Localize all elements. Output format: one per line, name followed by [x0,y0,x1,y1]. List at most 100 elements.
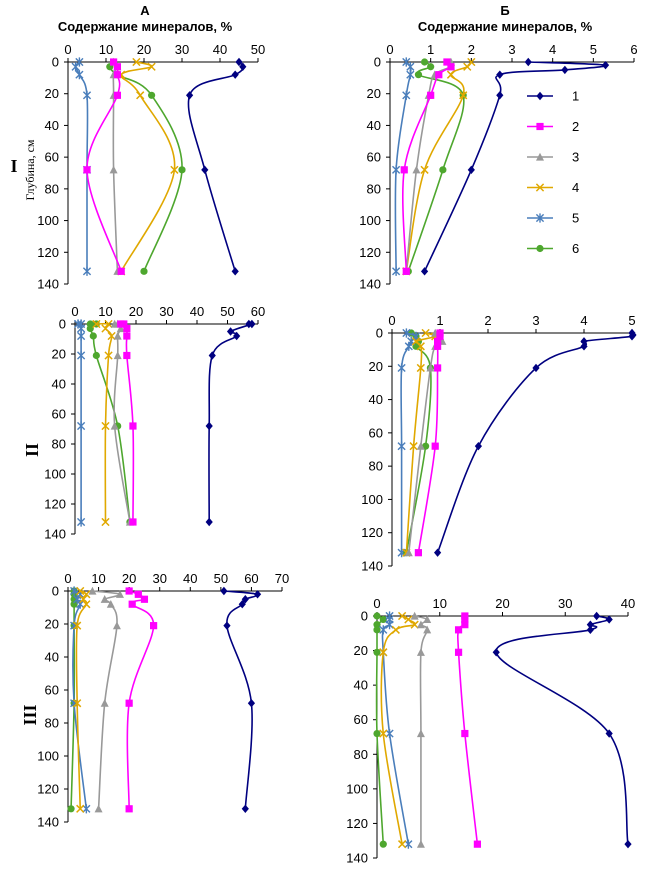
data-point [247,699,256,708]
legend-label: 4 [572,180,579,195]
y-tick-label: 80 [45,716,59,731]
y-tick-label: 0 [52,584,59,599]
data-point [73,699,82,708]
x-tick-label: 5 [590,42,597,57]
data-point [94,804,103,813]
data-point [253,590,262,599]
chart-III-A: 0 10 20 30 40 50 60 70 0 20 40 60 80 100 120 140 [37,571,289,830]
x-tick-label: 20 [495,596,509,611]
y-tick-label: 40 [367,118,381,133]
data-point [459,91,468,100]
x-tick-label: 50 [214,571,228,586]
y-tick-label: 80 [52,437,66,452]
data-point [443,58,451,66]
x-tick-label: 6 [630,42,637,57]
data-point [474,441,482,451]
data-point [113,351,122,360]
data-point [409,442,418,451]
data-point [410,611,419,620]
data-point [100,699,109,707]
series-2 [117,320,137,526]
x-tick-label: 10 [98,304,112,319]
data-point [431,442,439,450]
data-point [86,324,94,333]
y-tick-label: 120 [359,245,381,260]
data-point [92,319,101,329]
series-4 [402,57,476,276]
data-point [223,621,231,630]
data-point [402,267,410,275]
x-tick-label: 4 [580,313,587,328]
data-point [392,266,401,276]
data-point [420,58,429,66]
data-point [624,839,632,849]
y-tick-label: 40 [354,678,368,693]
row-label-3: III [20,704,40,725]
y-tick-label: 120 [37,782,59,797]
data-point [379,840,387,848]
data-point [423,625,432,634]
data-point [467,165,475,175]
data-point [201,165,209,175]
y-axis-label: Глубина, см [23,139,37,200]
row-label-1: I [10,156,17,176]
data-point [123,332,131,340]
x-tick-label: 40 [190,304,204,319]
y-tick-label: 0 [376,326,383,341]
data-point [628,332,636,341]
data-point [447,63,455,71]
data-point [129,422,137,430]
legend-marker [535,213,545,223]
data-point [125,587,133,595]
y-tick-label: 60 [45,683,59,698]
y-tick-label: 80 [45,181,59,196]
y-tick-label: 0 [59,317,66,332]
data-point [70,586,79,596]
y-tick-label: 120 [361,525,383,540]
data-point [113,71,121,79]
y-tick-label: 140 [361,559,383,574]
data-point [116,324,125,333]
data-point [125,699,133,707]
data-point [77,517,86,527]
data-point [107,331,116,341]
y-tick-label: 80 [367,181,381,196]
data-point [385,728,394,739]
data-point [586,625,594,635]
data-point [461,615,469,624]
y-tick-label: 40 [52,377,66,392]
data-point [601,60,610,70]
data-point [101,421,110,431]
legend-marker [536,122,544,131]
data-point [605,729,613,738]
data-point [128,600,136,608]
data-point [379,615,387,624]
data-point [100,595,109,603]
data-point [397,611,407,621]
x-tick-label: 0 [373,596,380,611]
y-tick-label: 60 [369,425,383,440]
legend-marker [535,183,545,192]
data-point [134,590,142,598]
row-label-2: II [22,443,42,457]
data-point [71,62,80,72]
data-point [416,363,425,373]
y-tick-label: 60 [354,712,368,727]
legend-label: 3 [572,150,579,165]
data-point [178,166,186,174]
legend-item-1: 1 [527,89,579,104]
x-tick-label: 2 [468,42,475,57]
y-tick-label: 60 [367,150,381,165]
data-point [73,621,82,630]
data-point [435,71,443,79]
y-tick-label: 20 [369,359,383,374]
data-point [83,166,91,174]
data-point [82,90,92,100]
data-point [76,804,85,813]
data-point [238,600,246,609]
legend-item-2: 2 [527,119,579,134]
data-point [77,350,86,361]
y-tick-label: 80 [354,747,368,762]
y-tick-label: 20 [45,86,59,101]
data-point [434,337,442,345]
